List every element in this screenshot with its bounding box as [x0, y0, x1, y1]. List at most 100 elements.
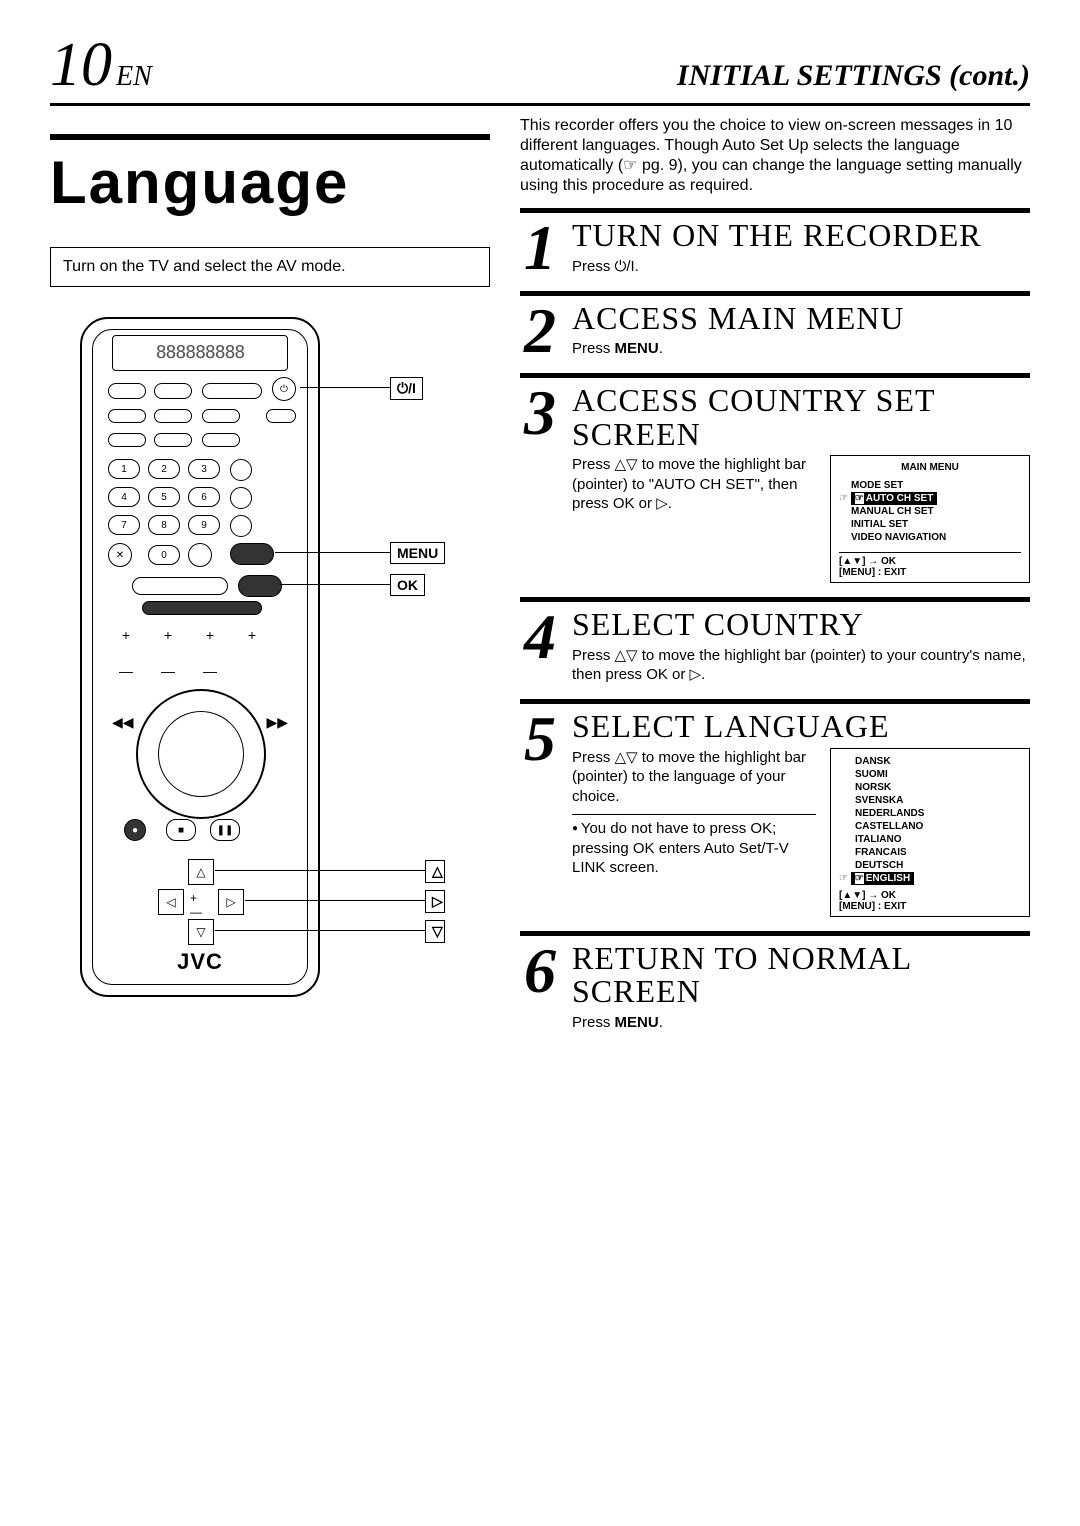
remote-num-2: 2	[148, 459, 180, 479]
osd-item: MANUAL CH SET	[849, 505, 1021, 518]
step-text-part: Press	[572, 258, 615, 275]
callout-menu: MENU	[390, 542, 445, 564]
remote-num-7: 7	[108, 515, 140, 535]
page-language: EN	[116, 61, 152, 92]
step-number: 2	[520, 302, 560, 360]
remote-vol: +—	[194, 627, 226, 679]
page-number: 10	[50, 31, 112, 99]
page-number-block: 10EN	[50, 30, 152, 101]
osd-item: CASTELLANO	[853, 820, 1021, 833]
step-text: Press △▽ to move the highlight bar (poin…	[572, 748, 816, 807]
step-text-part: .	[659, 1014, 663, 1031]
osd-footer-nav: [▲▼] → OK	[839, 556, 1021, 567]
step-2: 2 ACCESS MAIN MENU Press MENU.	[520, 291, 1030, 360]
remote-btn	[108, 433, 146, 447]
osd-item-selected: ENGLISH	[851, 872, 914, 885]
step-number: 1	[520, 219, 560, 277]
step-text-bold: MENU	[615, 340, 659, 357]
callout-up: △	[425, 860, 445, 883]
remote-btn	[154, 383, 192, 399]
step-5: 5 SELECT LANGUAGE Press △▽ to move the h…	[520, 699, 1030, 917]
step-number: 3	[520, 384, 560, 583]
remote-display: 888888888	[112, 335, 288, 371]
step-text-part: .	[635, 258, 639, 275]
osd-language-menu: DANSK SUOMI NORSK SVENSKA NEDERLANDS CAS…	[830, 748, 1030, 917]
osd-item: ITALIANO	[853, 833, 1021, 846]
step-3: 3 ACCESS COUNTRY SET SCREEN Press △▽ to …	[520, 373, 1030, 583]
remote-num-5: 5	[148, 487, 180, 507]
step-text-part: .	[659, 340, 663, 357]
callout-right: ▷	[425, 890, 445, 913]
remote-ok-button	[238, 575, 282, 597]
step-1: 1 TURN ON THE RECORDER Press ⏻/I.	[520, 208, 1030, 277]
remote-dpad-left: ◁	[158, 889, 184, 915]
callout-down: ▽	[425, 920, 445, 943]
osd-item: NORSK	[853, 781, 1021, 794]
callout-power: ⏻/I	[390, 377, 423, 400]
page-header: 10EN INITIAL SETTINGS (cont.)	[50, 30, 1030, 106]
osd-item: VIDEO NAVIGATION	[849, 531, 1021, 544]
remote-num-1: 1	[108, 459, 140, 479]
osd-title: MAIN MENU	[839, 462, 1021, 473]
osd-item: SVENSKA	[853, 794, 1021, 807]
title-rule	[50, 134, 490, 140]
osd-item: INITIAL SET	[849, 518, 1021, 531]
remote-num-9: 9	[188, 515, 220, 535]
step-title: SELECT LANGUAGE	[572, 710, 1030, 744]
remote-btn	[230, 515, 252, 537]
step-number: 6	[520, 942, 560, 1033]
remote-num-3: 3	[188, 459, 220, 479]
remote-num-4: 4	[108, 487, 140, 507]
step-title: ACCESS COUNTRY SET SCREEN	[572, 384, 1030, 451]
remote-num-8: 8	[148, 515, 180, 535]
remote-illustration: 888888888 ⏻ 1 2 3	[50, 317, 490, 1017]
step-text-bold: MENU	[615, 1014, 659, 1031]
left-column: Language Turn on the TV and select the A…	[50, 116, 490, 1032]
osd-item-selected: AUTO CH SET	[851, 492, 938, 505]
step-title: SELECT COUNTRY	[572, 608, 1030, 642]
remote-btn	[188, 543, 212, 567]
remote-vol: +—	[152, 627, 184, 679]
remote-btn	[266, 409, 296, 423]
step-number: 4	[520, 608, 560, 685]
osd-footer-nav: [▲▼] → OK	[839, 890, 1021, 901]
remote-cancel-button: ✕	[108, 543, 132, 567]
remote-btn	[202, 433, 240, 447]
remote-dpad-up: △	[188, 859, 214, 885]
intro-paragraph: This recorder offers you the choice to v…	[520, 116, 1030, 196]
step-text: Press △▽ to move the highlight bar (poin…	[572, 455, 816, 514]
power-icon: ⏻/I	[615, 258, 635, 275]
step-note: You do not have to press OK; pressing OK…	[572, 819, 816, 878]
remote-btn	[108, 383, 146, 399]
osd-main-menu: MAIN MENU MODE SET ☞ AUTO CH SET MANUAL …	[830, 455, 1030, 583]
step-text: Press MENU.	[572, 1013, 1030, 1033]
callout-ok: OK	[390, 574, 425, 596]
osd-item: SUOMI	[853, 768, 1021, 781]
remote-btn	[142, 601, 262, 615]
remote-rev-icon: ◀◀	[112, 714, 134, 731]
step-text: Press MENU.	[572, 339, 1030, 359]
remote-rec-button: ●	[124, 819, 146, 841]
osd-item: DANSK	[853, 755, 1021, 768]
section-title: INITIAL SETTINGS (cont.)	[677, 59, 1030, 93]
remote-stop-button: ■	[166, 819, 196, 841]
remote-dpad-right: ▷	[218, 889, 244, 915]
remote-vol: +—	[110, 627, 142, 679]
remote-btn	[154, 409, 192, 423]
step-title: TURN ON THE RECORDER	[572, 219, 1030, 253]
remote-power-button: ⏻	[272, 377, 296, 401]
remote-brand: JVC	[82, 949, 318, 975]
remote-btn	[154, 433, 192, 447]
dpad-center-icon: +—	[190, 891, 202, 919]
remote-btn	[230, 487, 252, 509]
remote-jog-inner	[158, 711, 244, 797]
step-number: 5	[520, 710, 560, 917]
remote-vol: +	[236, 627, 268, 663]
step-title: ACCESS MAIN MENU	[572, 302, 1030, 336]
remote-btn	[202, 409, 240, 423]
page-title: Language	[50, 148, 490, 217]
remote-btn	[230, 459, 252, 481]
remote-btn	[132, 577, 228, 595]
osd-item: NEDERLANDS	[853, 807, 1021, 820]
remote-btn	[202, 383, 262, 399]
